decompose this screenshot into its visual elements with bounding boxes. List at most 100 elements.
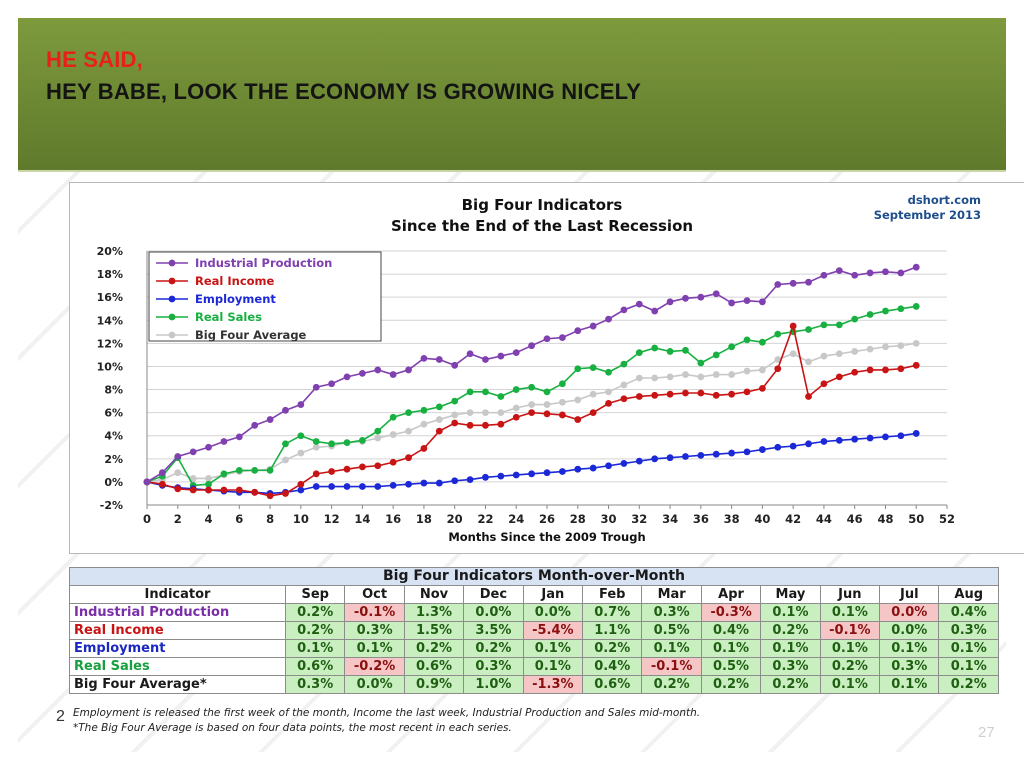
data-point	[605, 388, 612, 396]
data-point	[789, 350, 797, 358]
x-tick-label: 18	[416, 512, 432, 526]
page-number-left: 2	[56, 708, 65, 725]
table-cell: 0.1%	[938, 639, 999, 658]
data-point	[635, 393, 643, 400]
data-point	[682, 371, 689, 378]
table-row-indicator-name: Real Sales	[69, 657, 286, 676]
data-point	[205, 486, 212, 494]
data-point	[343, 373, 351, 381]
y-tick-label: 10%	[97, 360, 123, 373]
series-line-employment	[146, 432, 917, 495]
data-point	[712, 450, 720, 458]
data-point	[851, 368, 859, 376]
data-point	[651, 391, 659, 399]
title-banner	[18, 18, 1006, 172]
data-point	[605, 368, 612, 376]
table-cell: 0.1%	[522, 657, 584, 676]
data-point	[912, 430, 920, 437]
table-cell: 0.0%	[344, 675, 405, 694]
data-point	[866, 366, 874, 374]
data-point	[512, 386, 520, 393]
table-header-month: Jan	[522, 585, 584, 604]
data-point	[758, 446, 766, 453]
data-point	[697, 293, 705, 301]
table-cell: 0.4%	[700, 621, 762, 640]
data-point	[912, 361, 920, 369]
data-point	[466, 476, 474, 483]
data-point	[251, 421, 259, 429]
data-point	[897, 269, 905, 277]
y-tick-label: 20%	[97, 245, 123, 258]
data-point	[805, 358, 812, 366]
data-point	[866, 269, 874, 277]
data-point	[143, 478, 151, 486]
data-point	[589, 464, 597, 472]
data-point	[497, 472, 505, 480]
x-tick-label: 24	[508, 512, 524, 526]
x-tick-label: 20	[447, 512, 463, 526]
table-cell: 3.5%	[463, 621, 524, 640]
data-point	[666, 454, 674, 462]
table-cell: -0.3%	[700, 603, 762, 622]
data-point	[482, 388, 489, 396]
x-tick-label: 30	[601, 512, 617, 526]
data-point	[297, 432, 305, 440]
legend-label: Real Income	[195, 274, 275, 288]
x-tick-label: 10	[293, 512, 309, 526]
data-point	[389, 458, 397, 466]
data-point	[528, 342, 536, 350]
data-point	[420, 479, 428, 487]
y-tick-label: 12%	[97, 337, 123, 350]
data-point	[389, 413, 397, 421]
data-point	[297, 401, 305, 408]
footnote-1: Employment is released the first week of…	[73, 707, 701, 719]
x-tick-label: 8	[266, 512, 274, 526]
table-cell: 0.1%	[641, 639, 702, 658]
data-point	[851, 315, 859, 323]
y-tick-label: 16%	[97, 291, 123, 304]
table-cell: 0.3%	[879, 657, 940, 676]
data-point	[343, 439, 351, 447]
x-tick-label: 4	[205, 512, 213, 526]
table-cell: 0.3%	[463, 657, 524, 676]
data-point	[589, 322, 597, 330]
data-point	[543, 388, 551, 396]
data-point	[820, 352, 828, 360]
legend-swatch-marker	[168, 295, 176, 303]
data-point	[758, 298, 766, 306]
slide-title-line2: HEY BABE, LOOK THE ECONOMY IS GROWING NI…	[46, 79, 642, 104]
data-point	[528, 401, 536, 408]
data-point	[282, 456, 289, 464]
data-point	[666, 348, 674, 355]
data-point	[605, 462, 612, 470]
x-tick-label: 50	[908, 512, 924, 526]
table-cell: 0.6%	[284, 657, 346, 676]
data-point	[758, 366, 766, 374]
data-point	[912, 339, 920, 347]
data-point	[728, 390, 736, 398]
table-cell: -0.1%	[641, 657, 702, 676]
data-point	[343, 483, 351, 490]
data-point	[420, 445, 428, 452]
legend-label: Big Four Average	[195, 328, 307, 342]
data-point	[466, 388, 474, 396]
data-point	[497, 420, 505, 428]
data-point	[635, 374, 643, 382]
x-tick-label: 32	[631, 512, 647, 526]
data-point	[405, 427, 412, 435]
legend-swatch-marker	[168, 331, 176, 339]
data-point	[666, 390, 674, 398]
data-point	[220, 438, 228, 445]
table-cell: 0.4%	[938, 603, 999, 622]
data-point	[620, 395, 628, 403]
data-point	[697, 359, 705, 367]
table-cell: 0.2%	[403, 639, 465, 658]
data-point	[297, 486, 305, 494]
x-tick-label: 22	[477, 512, 493, 526]
table-header-month: Feb	[582, 585, 643, 604]
data-point	[174, 453, 182, 460]
x-tick-label: 12	[324, 512, 340, 526]
legend-label: Employment	[195, 292, 276, 306]
data-point	[205, 480, 212, 488]
x-tick-label: 42	[785, 512, 801, 526]
